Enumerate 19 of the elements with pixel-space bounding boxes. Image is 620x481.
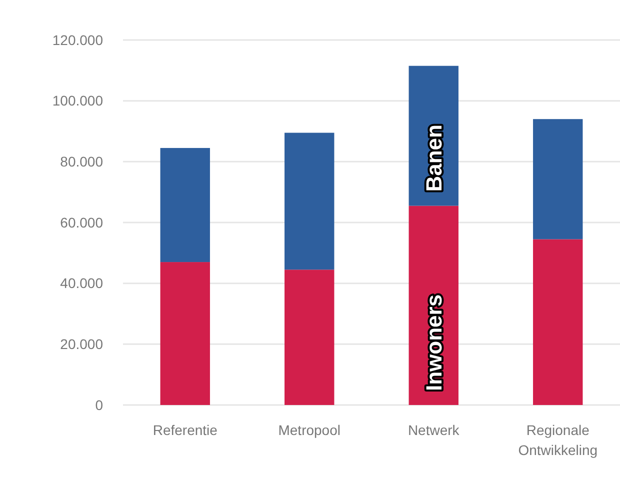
- bar: [284, 270, 334, 405]
- x-tick-label: Metropool: [278, 422, 341, 438]
- y-tick-label: 80.000: [60, 154, 104, 170]
- y-tick-label: 20.000: [60, 336, 104, 352]
- bar: [284, 132, 334, 270]
- y-tick-label: 0: [95, 396, 104, 413]
- bar: [160, 262, 210, 405]
- y-tick-label: 60.000: [60, 214, 104, 230]
- x-tick-label: Netwerk: [408, 422, 460, 438]
- bar: [533, 119, 583, 240]
- bar: [533, 239, 583, 405]
- x-tick-label: Referentie: [152, 422, 218, 438]
- y-tick-label: 120.000: [52, 32, 104, 48]
- y-tick-label: 100.000: [52, 92, 104, 109]
- y-tick-label: 40.000: [60, 275, 104, 292]
- series-label: Banen: [421, 124, 446, 192]
- x-tick-label: Regionale Ontwikkeling: [518, 422, 598, 458]
- series-label: Inwoners: [421, 294, 446, 391]
- bar: [160, 148, 210, 262]
